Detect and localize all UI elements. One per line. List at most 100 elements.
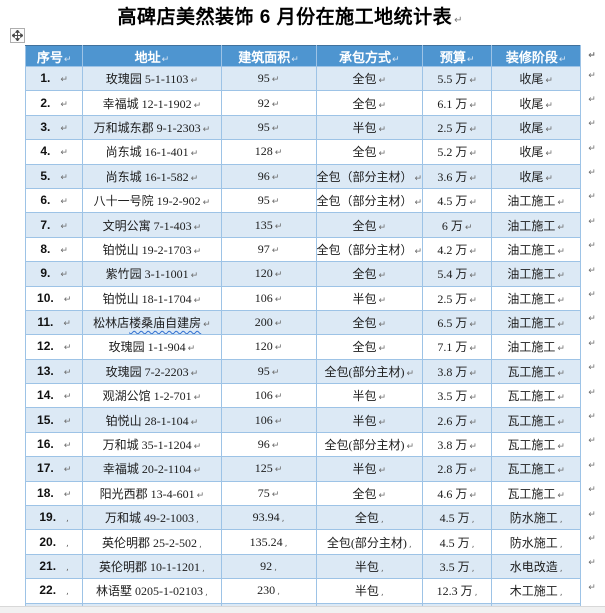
- cell-address[interactable]: 紫竹园 3-1-1001 ↵: [82, 261, 222, 287]
- cell-stage[interactable]: 水电改造,: [491, 553, 582, 580]
- cell-address[interactable]: 阳光西郡 13-4-601 ↵: [82, 480, 222, 507]
- cell-contract[interactable]: 全包（部分主材） ↵: [315, 236, 424, 263]
- cell-area[interactable]: 95 ↵: [220, 358, 317, 385]
- cell-address[interactable]: 玫瑰园 5-1-1103 ↵: [82, 65, 222, 92]
- cell-budget[interactable]: 3.8 万 ↵: [422, 358, 493, 385]
- cell-no[interactable]: 17. ↵: [24, 456, 84, 482]
- cell-area[interactable]: 75 ↵: [220, 480, 317, 507]
- cell-contract[interactable]: 半包 ↵: [315, 383, 424, 409]
- cell-no[interactable]: 9. ↵: [24, 261, 84, 287]
- cell-no[interactable]: 7. ↵: [24, 212, 84, 238]
- cell-stage[interactable]: 防水施工,: [491, 505, 582, 531]
- cell-address[interactable]: 万和城东郡 9-1-2303 ↵: [82, 114, 222, 141]
- cell-contract[interactable]: 全包 ↵: [315, 65, 424, 92]
- cell-address[interactable]: 文明公寓 7-1-403 ↵: [82, 212, 222, 238]
- cell-area[interactable]: 92,: [220, 553, 317, 580]
- cell-no[interactable]: 18. ↵: [24, 480, 84, 507]
- cell-contract[interactable]: 全包,: [315, 505, 424, 531]
- cell-address[interactable]: 英伦明郡 25-2-502,: [82, 529, 222, 555]
- cell-no[interactable]: 22.,: [24, 578, 84, 604]
- cell-stage[interactable]: 收尾 ↵: [491, 163, 582, 189]
- cell-budget[interactable]: 2.5 万 ↵: [422, 285, 493, 311]
- cell-area[interactable]: 125 ↵: [220, 456, 317, 482]
- cell-budget[interactable]: 2.8 万 ↵: [422, 456, 493, 482]
- cell-area[interactable]: 92 ↵: [220, 90, 317, 116]
- cell-no[interactable]: 1. ↵: [24, 65, 84, 92]
- cell-address[interactable]: 英伦明郡 10-1-1201,: [82, 553, 222, 580]
- cell-area[interactable]: 106 ↵: [220, 383, 317, 409]
- col-header-no[interactable]: 序号↵: [24, 45, 84, 67]
- cell-address[interactable]: 万和城 35-1-1204 ↵: [82, 431, 222, 458]
- cell-contract[interactable]: 半包 ↵: [315, 285, 424, 311]
- cell-stage[interactable]: 收尾 ↵: [491, 65, 582, 92]
- cell-budget[interactable]: 4.5 万,: [422, 529, 493, 555]
- cell-contract[interactable]: 全包 ↵: [315, 139, 424, 165]
- cell-area[interactable]: 200 ↵: [220, 309, 317, 336]
- cell-contract[interactable]: 全包 ↵: [315, 334, 424, 360]
- cell-no[interactable]: 19.,: [24, 505, 84, 531]
- cell-budget[interactable]: 3.8 万 ↵: [422, 431, 493, 458]
- cell-contract[interactable]: 全包(部分主材),: [315, 529, 424, 555]
- cell-area[interactable]: 96 ↵: [220, 431, 317, 458]
- cell-stage[interactable]: 木工施工,: [491, 578, 582, 604]
- cell-budget[interactable]: 4.5 万 ↵: [422, 187, 493, 214]
- cell-contract[interactable]: 全包（部分主材） ↵: [315, 187, 424, 214]
- document-title[interactable]: 高碑店美然装饰 6 月份在施工地统计表 ↵: [0, 5, 580, 34]
- cell-address[interactable]: 万和城 49-2-1003,: [82, 505, 222, 531]
- cell-address[interactable]: 铂悦山 18-1-1704 ↵: [82, 285, 222, 311]
- cell-budget[interactable]: 2.5 万 ↵: [422, 114, 493, 141]
- cell-stage[interactable]: 瓦工施工 ↵: [491, 407, 582, 433]
- cell-budget[interactable]: 5.5 万 ↵: [422, 65, 493, 92]
- cell-area[interactable]: 95 ↵: [220, 114, 317, 141]
- cell-no[interactable]: 10. ↵: [24, 285, 84, 311]
- cell-area[interactable]: 106 ↵: [220, 285, 317, 311]
- cell-contract[interactable]: 全包(部分主材) ↵: [315, 431, 424, 458]
- cell-address[interactable]: 尚东城 16-1-401 ↵: [82, 139, 222, 165]
- cell-stage[interactable]: 油工施工 ↵: [491, 187, 582, 214]
- cell-stage[interactable]: 油工施工 ↵: [491, 309, 582, 336]
- cell-contract[interactable]: 全包（部分主材） ↵: [315, 163, 424, 189]
- cell-contract[interactable]: 全包 ↵: [315, 90, 424, 116]
- cell-area[interactable]: 95 ↵: [220, 65, 317, 92]
- cell-area[interactable]: 135 ↵: [220, 212, 317, 238]
- cell-contract[interactable]: 半包 ↵: [315, 114, 424, 141]
- cell-address[interactable]: 幸福城 12-1-1902 ↵: [82, 90, 222, 116]
- cell-stage[interactable]: 油工施工 ↵: [491, 285, 582, 311]
- cell-no[interactable]: 4. ↵: [24, 139, 84, 165]
- table-move-handle[interactable]: [10, 28, 25, 43]
- cell-area[interactable]: 93.94,: [220, 505, 317, 531]
- cell-budget[interactable]: 6.5 万 ↵: [422, 309, 493, 336]
- cell-budget[interactable]: 6 万 ↵: [422, 212, 493, 238]
- cell-stage[interactable]: 收尾 ↵: [491, 114, 582, 141]
- cell-stage[interactable]: 收尾 ↵: [491, 139, 582, 165]
- cell-area[interactable]: 106 ↵: [220, 407, 317, 433]
- cell-area[interactable]: 95 ↵: [220, 187, 317, 214]
- cell-budget[interactable]: 4.6 万 ↵: [422, 480, 493, 507]
- cell-stage[interactable]: 收尾 ↵: [491, 90, 582, 116]
- cell-budget[interactable]: 5.2 万 ↵: [422, 139, 493, 165]
- cell-address[interactable]: 幸福城 20-2-1104 ↵: [82, 456, 222, 482]
- cell-address[interactable]: 玫瑰园 1-1-904 ↵: [82, 334, 222, 360]
- cell-budget[interactable]: 4.2 万 ↵: [422, 236, 493, 263]
- cell-area[interactable]: 230,: [220, 578, 317, 604]
- cell-budget[interactable]: 6.1 万 ↵: [422, 90, 493, 116]
- cell-stage[interactable]: 瓦工施工 ↵: [491, 480, 582, 507]
- cell-budget[interactable]: 3.5 万 ↵: [422, 383, 493, 409]
- cell-stage[interactable]: 油工施工 ↵: [491, 236, 582, 263]
- cell-no[interactable]: 20.,: [24, 529, 84, 555]
- cell-stage[interactable]: 防水施工,: [491, 529, 582, 555]
- cell-stage[interactable]: 油工施工 ↵: [491, 334, 582, 360]
- cell-area[interactable]: 97 ↵: [220, 236, 317, 263]
- cell-area[interactable]: 120 ↵: [220, 261, 317, 287]
- cell-budget[interactable]: 3.6 万 ↵: [422, 163, 493, 189]
- cell-address[interactable]: 铂悦山 28-1-104 ↵: [82, 407, 222, 433]
- cell-budget[interactable]: 4.5 万,: [422, 505, 493, 531]
- cell-no[interactable]: 16. ↵: [24, 431, 84, 458]
- col-header-contract[interactable]: 承包方式↵: [315, 45, 424, 67]
- cell-contract[interactable]: 全包 ↵: [315, 212, 424, 238]
- cell-area[interactable]: 135.24,: [220, 529, 317, 555]
- cell-budget[interactable]: 7.1 万 ↵: [422, 334, 493, 360]
- col-header-stage[interactable]: 装修阶段↵: [491, 45, 582, 67]
- cell-stage[interactable]: 瓦工施工 ↵: [491, 431, 582, 458]
- cell-budget[interactable]: 5.4 万 ↵: [422, 261, 493, 287]
